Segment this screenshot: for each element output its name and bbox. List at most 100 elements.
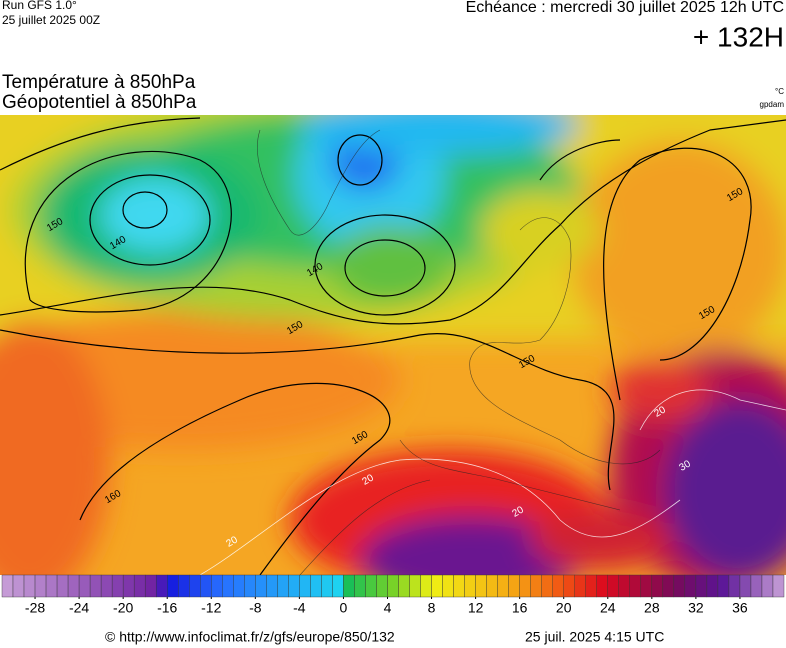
colorbar-swatch (343, 574, 355, 598)
colorbar-swatch (277, 574, 289, 598)
colorbar-swatch (23, 574, 36, 598)
colorbar-swatch (100, 574, 113, 598)
colorbar-swatch (618, 574, 631, 598)
colorbar-swatch (12, 574, 25, 598)
colorbar-swatch (519, 574, 531, 598)
colorbar-swatch (398, 574, 410, 598)
contour-label: 20 (653, 404, 669, 419)
colorbar-swatch (607, 574, 619, 598)
run-date: 25 juillet 2025 00Z (2, 13, 100, 27)
colorbar-swatch (321, 574, 333, 598)
colorbar-swatch (365, 574, 377, 598)
colorbar-swatch (409, 574, 421, 598)
colorbar-swatch (629, 574, 642, 598)
colorbar-tick-label: 12 (468, 600, 484, 616)
colorbar-swatch (266, 574, 278, 598)
colorbar-swatch (651, 574, 664, 598)
colorbar-tick-label: -20 (113, 600, 133, 616)
colorbar-swatch (475, 574, 487, 598)
colorbar-tick-label: 8 (428, 600, 436, 616)
colorbar-tick-label: 24 (600, 600, 616, 616)
colorbar-swatch (673, 574, 686, 598)
valid-time: Echéance : mercredi 30 juillet 2025 12h … (466, 0, 784, 16)
colorbar-swatch (299, 574, 311, 598)
colorbar-tick-label: -24 (69, 600, 89, 616)
colorbar-swatch (453, 574, 465, 598)
footer-date: 25 juil. 2025 4:15 UTC (525, 629, 664, 645)
colorbar-swatch (574, 574, 586, 598)
colorbar-swatch (255, 574, 267, 598)
colorbar-swatch (695, 574, 708, 598)
colorbar-swatch (89, 574, 102, 598)
contour-label: 30 (678, 458, 694, 473)
colorbar-swatch (211, 574, 223, 598)
colorbar: -28 -24 -20 -16 -12 -8 -4 0 4 8 12 16 20 24 28 32 36 (1, 574, 785, 616)
colorbar-swatch (233, 574, 245, 598)
contour-label: 20 (225, 534, 241, 549)
colorbar-tick-label: -12 (201, 600, 221, 616)
title-geopotential: Géopotentiel à 850hPa (2, 92, 197, 113)
colorbar-swatch (45, 574, 58, 598)
colorbar-swatch (442, 574, 454, 598)
colorbar-tick-label: 0 (340, 600, 348, 616)
colorbar-swatch (750, 574, 763, 598)
colorbar-swatch (178, 574, 190, 598)
footer-url: © http://www.infoclimat.fr/z/gfs/europe/… (105, 629, 395, 645)
model: Run GFS 1.0° (2, 0, 77, 12)
colorbar-swatch (1, 574, 14, 598)
colorbar-swatch (332, 574, 344, 598)
colorbar-swatch (662, 574, 675, 598)
map (0, 115, 786, 575)
colorbar-swatch (387, 574, 399, 598)
colorbar-swatch (189, 574, 201, 598)
colorbar-swatch (354, 574, 366, 598)
colorbar-tick-label: 16 (512, 600, 528, 616)
colorbar-swatch (717, 574, 730, 598)
unit-geopotential: gpdam (760, 100, 785, 109)
colorbar-swatch (486, 574, 498, 598)
colorbar-swatch (310, 574, 322, 598)
colorbar-swatch (596, 574, 608, 598)
colorbar-swatch (133, 574, 146, 598)
colorbar-swatch (167, 574, 179, 598)
colorbar-swatch (530, 574, 542, 598)
colorbar-swatch (122, 574, 135, 598)
colorbar-tick-label: 36 (732, 600, 748, 616)
colorbar-swatch (761, 574, 774, 598)
colorbar-swatch (585, 574, 597, 598)
colorbar-swatch (563, 574, 575, 598)
colorbar-swatch (420, 574, 432, 598)
colorbar-swatch (728, 574, 741, 598)
colorbar-swatch (640, 574, 653, 598)
unit-temperature: °C (775, 87, 784, 96)
colorbar-tick-label: 28 (644, 600, 660, 616)
colorbar-swatch (56, 574, 69, 598)
colorbar-swatch (431, 574, 443, 598)
colorbar-swatch (684, 574, 697, 598)
colorbar-tick-label: 20 (556, 600, 572, 616)
colorbar-swatch (111, 574, 124, 598)
colorbar-swatch (541, 574, 553, 598)
colorbar-tick-label: 32 (688, 600, 704, 616)
contour-label: 20 (361, 472, 377, 487)
colorbar-swatch (497, 574, 509, 598)
colorbar-tick-label: -28 (25, 600, 45, 616)
colorbar-swatch (706, 574, 719, 598)
colorbar-swatch (67, 574, 80, 598)
title-temperature: Température à 850hPa (2, 72, 196, 93)
colorbar-swatch (144, 574, 157, 598)
colorbar-swatch (200, 574, 212, 598)
colorbar-swatch (739, 574, 752, 598)
colorbar-swatch (552, 574, 564, 598)
colorbar-swatch (772, 574, 785, 598)
colorbar-tick-label: 4 (384, 600, 392, 616)
colorbar-swatch (222, 574, 234, 598)
colorbar-swatch (155, 574, 168, 598)
colorbar-tick-label: -4 (293, 600, 306, 616)
contour-label: 20 (511, 504, 527, 519)
colorbar-swatch (376, 574, 388, 598)
colorbar-swatch (508, 574, 520, 598)
colorbar-tick-label: -16 (157, 600, 177, 616)
